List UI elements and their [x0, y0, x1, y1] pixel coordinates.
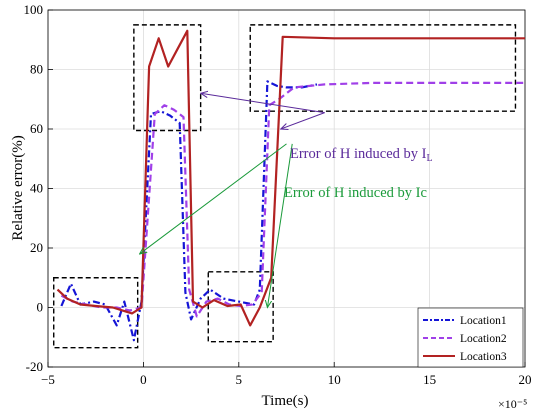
- y-tick-label: -20: [26, 359, 43, 374]
- y-tick-label: 40: [30, 181, 43, 196]
- x-tick-label: −5: [41, 372, 55, 387]
- annotation-arrows: [140, 93, 325, 307]
- highlight-box-4: [249, 24, 517, 112]
- x-tick-label: 15: [423, 372, 436, 387]
- x-tick-label: 5: [236, 372, 243, 387]
- series-layer: [56, 29, 525, 342]
- y-tick-label: 20: [30, 240, 43, 255]
- series-line-location2: [60, 81, 525, 318]
- legend: Location1 Location2 Location3: [417, 307, 524, 368]
- y-tick-label: 60: [30, 121, 43, 136]
- arrow-ic-2: [267, 143, 293, 308]
- series-line-location3: [56, 29, 525, 327]
- y-tick-label: 80: [30, 62, 43, 77]
- annotation-text-ic: Error of H induced by Ic: [284, 185, 427, 201]
- highlight-boxes: [53, 24, 517, 349]
- arrow-il-2: [281, 112, 325, 129]
- x-tick-label: 10: [328, 372, 341, 387]
- x-axis-label: Time(s): [262, 393, 309, 409]
- legend-label: Location2: [460, 333, 507, 345]
- x-axis: −5 0 5 10 15 20: [41, 362, 532, 387]
- highlight-box-1: [53, 277, 139, 349]
- x-axis-multiplier: ×10⁻⁵: [498, 397, 527, 411]
- legend-label: Location3: [460, 351, 507, 363]
- y-axis: -20 0 20 40 60 80 100: [24, 2, 53, 374]
- x-tick-label: 0: [140, 372, 147, 387]
- y-tick-label: 0: [37, 300, 44, 315]
- y-tick-label: 100: [24, 2, 44, 17]
- arrow-il-1: [201, 93, 325, 114]
- highlight-box-3: [207, 271, 274, 343]
- annotation-il-main: Error of H induced by I: [290, 146, 427, 162]
- y-axis-label: Relative error(%): [10, 135, 26, 240]
- arrow-ic-1: [140, 143, 287, 254]
- legend-label: Location1: [460, 315, 507, 327]
- x-tick-label: 20: [519, 372, 532, 387]
- annotation-il-subscript: L: [427, 153, 433, 164]
- annotation-text-il: Error of H induced by IL: [290, 146, 433, 164]
- highlight-box-2: [133, 24, 202, 132]
